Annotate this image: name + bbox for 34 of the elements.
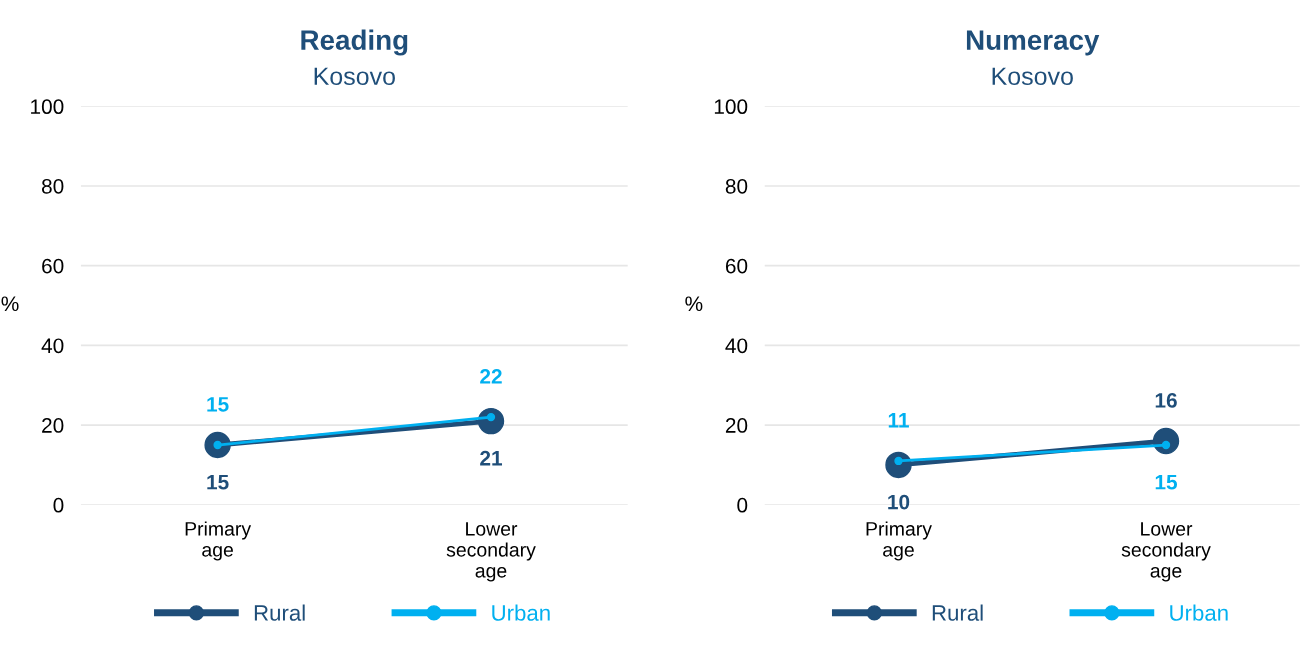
y-tick-label: 0 xyxy=(737,497,748,513)
x-tick-label: Primary age xyxy=(866,521,932,561)
y-axis-title: % xyxy=(1,296,19,312)
legend-label: Rural xyxy=(932,604,983,621)
y-tick-label: 40 xyxy=(41,338,64,354)
data-label: 22 xyxy=(480,369,502,384)
y-tick-label: 100 xyxy=(31,99,64,115)
chart-subtitle: Kosovo xyxy=(314,67,395,86)
y-tick-label: 60 xyxy=(725,258,748,274)
x-tick-label: Primary age xyxy=(185,521,252,561)
y-axis-title: % xyxy=(685,296,703,312)
legend-label: Urban xyxy=(492,604,550,621)
y-tick-label: 80 xyxy=(41,178,64,194)
data-label: 15 xyxy=(207,397,229,412)
y-tick-label: 20 xyxy=(42,418,64,433)
data-label: 11 xyxy=(888,413,909,428)
x-tick-label: Lower secondary age xyxy=(446,522,536,582)
chart-title: Numeracy xyxy=(966,30,1100,56)
y-tick-label: 0 xyxy=(53,497,64,513)
chart-title: Reading xyxy=(301,29,408,56)
y-tick-label: 40 xyxy=(725,338,748,354)
legend-label: Urban xyxy=(1170,604,1228,621)
y-tick-label: 20 xyxy=(725,418,748,433)
data-label: 15 xyxy=(1155,474,1178,490)
y-tick-label: 60 xyxy=(42,258,64,274)
x-tick-label: Lower secondary age xyxy=(1121,522,1211,582)
chart-subtitle: Kosovo xyxy=(992,67,1073,86)
y-tick-label: 80 xyxy=(725,178,748,194)
legend-label: Rural xyxy=(254,604,305,621)
data-label: 10 xyxy=(888,494,910,510)
data-label: 15 xyxy=(207,474,229,490)
data-label: 21 xyxy=(480,450,503,466)
y-tick-label: 100 xyxy=(714,99,748,115)
data-label: 16 xyxy=(1155,392,1177,408)
